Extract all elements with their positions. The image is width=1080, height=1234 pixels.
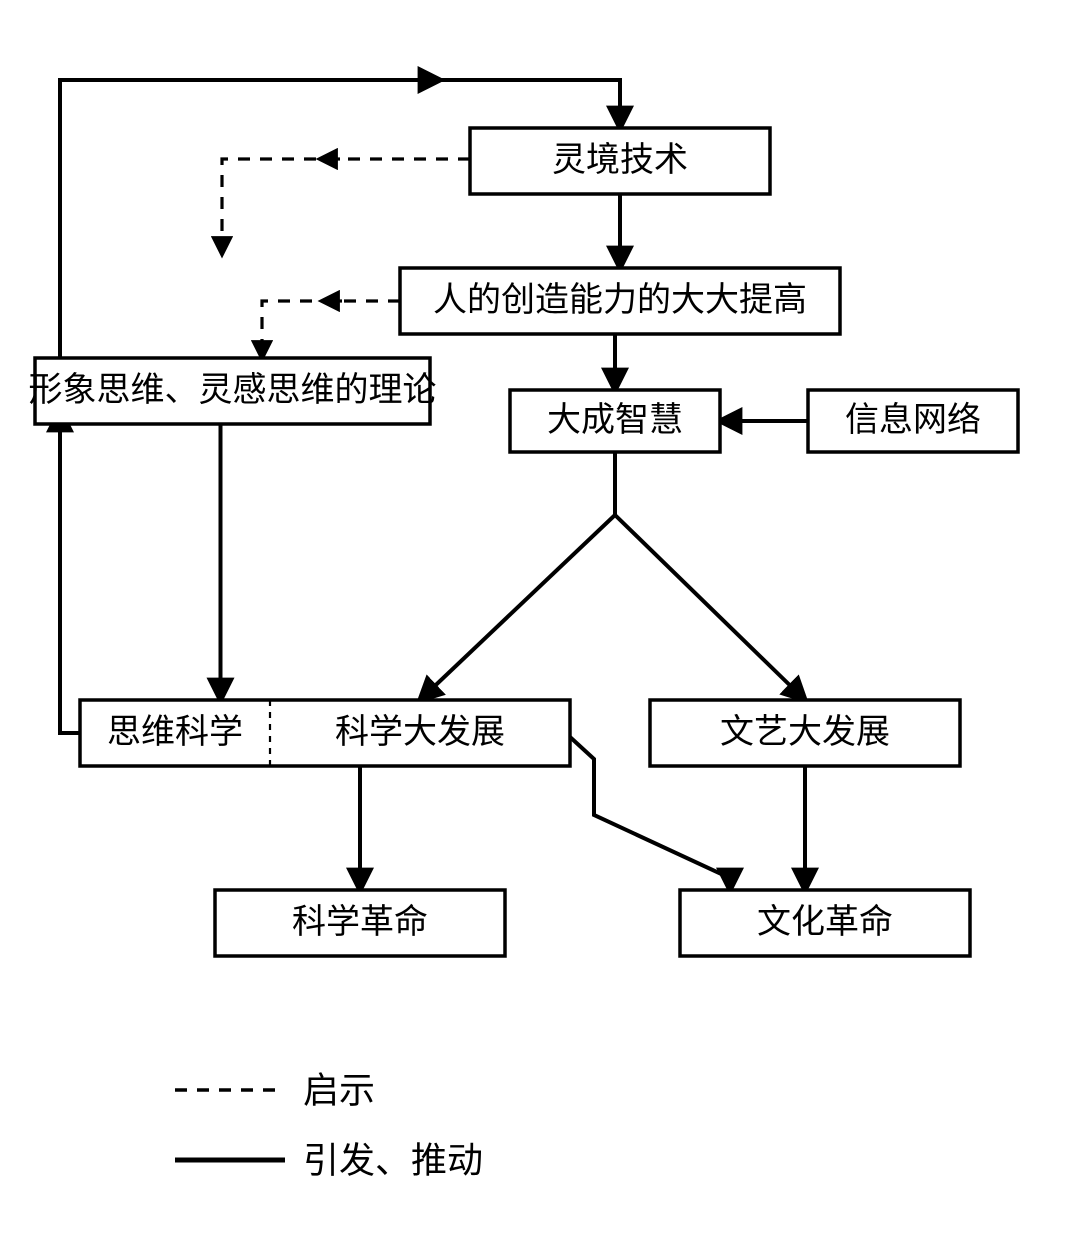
legend-solid-label: 引发、推动	[303, 1140, 483, 1180]
node-kexue_gm: 科学革命	[215, 890, 505, 956]
node-xinxi: 信息网络	[808, 390, 1018, 452]
node-label-xinxi: 信息网络	[845, 401, 981, 439]
legend-layer: 启示引发、推动	[175, 1070, 483, 1180]
node-label-xingxiang: 形象思维、灵感思维的理论	[29, 371, 437, 409]
node-label-dacheng: 大成智慧	[547, 401, 683, 439]
node-label-lingjing: 灵境技术	[552, 141, 688, 179]
svg-text:思维科学: 思维科学	[107, 713, 243, 751]
flowchart-canvas: 灵境技术人的创造能力的大大提高形象思维、灵感思维的理论大成智慧信息网络思维科学科…	[0, 0, 1080, 1234]
node-dacheng: 大成智慧	[510, 390, 720, 452]
node-siwei_kexue: 思维科学 科学大发展	[80, 700, 570, 766]
node-label-kexue_gm: 科学革命	[292, 903, 428, 941]
legend-dashed-label: 启示	[303, 1070, 375, 1110]
node-wenhua_gm: 文化革命	[680, 890, 970, 956]
node-wenyi: 文艺大发展	[650, 700, 960, 766]
node-xingxiang: 形象思维、灵感思维的理论	[29, 358, 437, 424]
node-label-wenyi: 文艺大发展	[720, 713, 890, 751]
node-label-wenhua_gm: 文化革命	[757, 903, 893, 941]
node-lingjing: 灵境技术	[470, 128, 770, 194]
nodes-layer: 灵境技术人的创造能力的大大提高形象思维、灵感思维的理论大成智慧信息网络思维科学科…	[29, 128, 1019, 956]
svg-text:科学大发展: 科学大发展	[335, 713, 505, 751]
node-label-chuangzao: 人的创造能力的大大提高	[433, 281, 807, 319]
edges-layer	[60, 80, 808, 890]
node-chuangzao: 人的创造能力的大大提高	[400, 268, 840, 334]
